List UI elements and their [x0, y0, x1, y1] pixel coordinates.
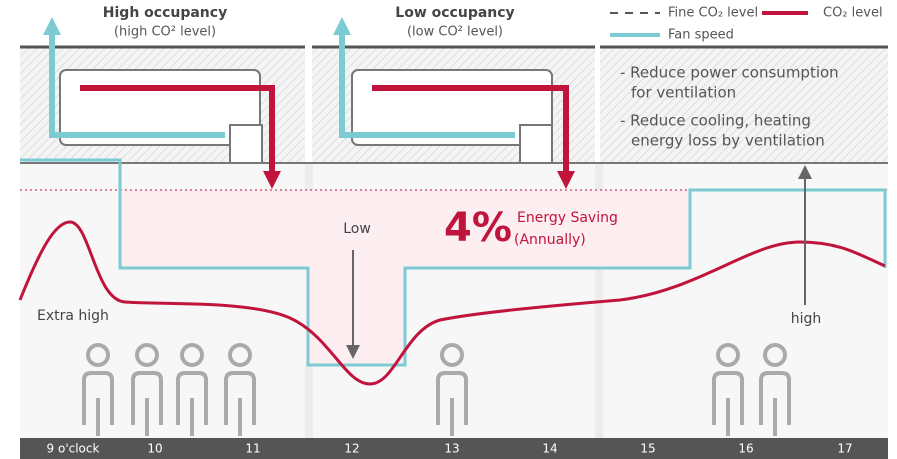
time-labels: 9 o'clock 10 11 12 13 14 15 16 17	[47, 442, 853, 456]
legend: Fine CO₂ level CO₂ level Fan speed	[610, 6, 883, 43]
time-label: 16	[738, 442, 753, 456]
housings	[20, 45, 888, 164]
benefit-line: energy loss by ventilation	[631, 132, 825, 150]
extra-high-label: Extra high	[37, 308, 109, 324]
saving-period: (Annually)	[514, 232, 586, 248]
top-title: Low occupancy	[395, 5, 514, 21]
legend-label: Fine CO₂ level	[668, 6, 758, 21]
person-icon	[176, 343, 208, 436]
time-axis	[20, 438, 888, 459]
airflow	[43, 17, 575, 189]
benefit-line: - Reduce power consumption	[620, 64, 839, 82]
top-title: High occupancy	[103, 5, 227, 21]
top-subtitle: (low CO² level)	[407, 25, 503, 40]
people	[82, 343, 791, 436]
benefit-line: for ventilation	[631, 84, 736, 102]
time-label: 12	[344, 442, 359, 456]
person-icon	[224, 343, 256, 436]
person-icon	[436, 343, 468, 436]
person-icon	[759, 343, 791, 436]
high-label: high	[791, 311, 822, 327]
saving-text: Energy Saving	[517, 210, 618, 226]
time-label: 15	[640, 442, 655, 456]
time-label: 11	[245, 442, 260, 456]
time-label: 13	[444, 442, 459, 456]
benefit-line: - Reduce cooling, heating	[620, 112, 811, 130]
time-label: 17	[837, 442, 852, 456]
time-label: 10	[147, 442, 162, 456]
time-label: 14	[542, 442, 557, 456]
legend-label: Fan speed	[668, 28, 734, 43]
co2-line	[18, 220, 886, 386]
time-label: 9 o'clock	[47, 442, 100, 456]
benefits: - Reduce power consumption for ventilati…	[620, 64, 839, 150]
fan-speed-line	[20, 158, 887, 367]
low-label: Low	[343, 221, 371, 237]
top-subtitle: (high CO² level)	[114, 25, 216, 40]
person-icon	[131, 343, 163, 436]
person-icon	[712, 343, 744, 436]
saving-percent: 4%	[444, 205, 512, 251]
person-icon	[82, 343, 114, 436]
legend-label: CO₂ level	[823, 6, 883, 21]
